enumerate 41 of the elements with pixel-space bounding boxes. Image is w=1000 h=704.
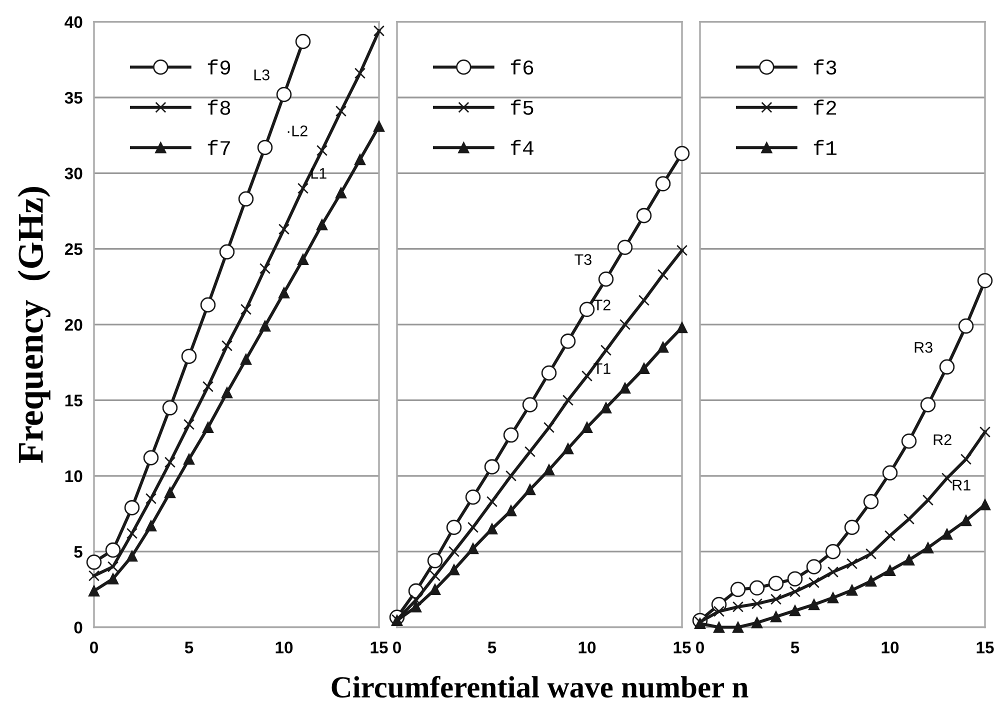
legend-label: f3 bbox=[814, 59, 836, 75]
legend-label: f7 bbox=[208, 140, 230, 155]
x-tick-label: 0 bbox=[696, 642, 704, 654]
y-tick-label: 5 bbox=[74, 546, 82, 558]
y-tick-label: 10 bbox=[65, 470, 82, 482]
x-axis-title: Circumferential wave number n bbox=[332, 676, 748, 698]
x-tick-label: 5 bbox=[488, 642, 496, 654]
legend-label: f9 bbox=[208, 59, 230, 75]
annotation: R3 bbox=[914, 342, 932, 353]
x-tick-label: 10 bbox=[276, 642, 293, 654]
annotation: L1 bbox=[311, 168, 326, 179]
y-tick-label: 40 bbox=[64, 16, 82, 28]
x-tick-label: 10 bbox=[578, 642, 596, 654]
y-tick-label: 25 bbox=[64, 243, 82, 256]
x-tick-label: 5 bbox=[184, 642, 194, 654]
y-tick-label: 30 bbox=[64, 168, 82, 180]
annotation: L3 bbox=[254, 70, 270, 80]
legend-label: f6 bbox=[510, 59, 534, 75]
x-tick-label: 0 bbox=[393, 642, 401, 654]
y-tick-label: 15 bbox=[65, 394, 82, 406]
annotation: R1 bbox=[952, 480, 970, 490]
y-tick-label: 20 bbox=[64, 318, 82, 331]
annotation: T3 bbox=[574, 254, 592, 266]
legend-label: f2 bbox=[814, 100, 836, 115]
x-tick-label: 15 bbox=[976, 642, 994, 654]
y-tick-label: 35 bbox=[64, 92, 82, 104]
y-tick-label: 0 bbox=[74, 622, 82, 634]
x-tick-label: 5 bbox=[790, 642, 800, 654]
legend-label: f1 bbox=[814, 140, 836, 155]
annotation: T1 bbox=[594, 363, 610, 374]
x-tick-label: 15 bbox=[674, 642, 691, 654]
legend-label: f5 bbox=[510, 100, 534, 115]
annotation: T2 bbox=[594, 300, 610, 310]
legend-label: f4 bbox=[510, 140, 534, 155]
x-tick-label: 15 bbox=[370, 642, 388, 654]
annotation: R2 bbox=[934, 434, 952, 445]
y-axis-title: Frequency (GHz) bbox=[18, 187, 50, 464]
x-tick-label: 10 bbox=[882, 642, 899, 654]
x-tick-label: 0 bbox=[90, 642, 98, 654]
annotation: ·L2 bbox=[288, 126, 308, 136]
legend-label: f8 bbox=[208, 100, 230, 115]
